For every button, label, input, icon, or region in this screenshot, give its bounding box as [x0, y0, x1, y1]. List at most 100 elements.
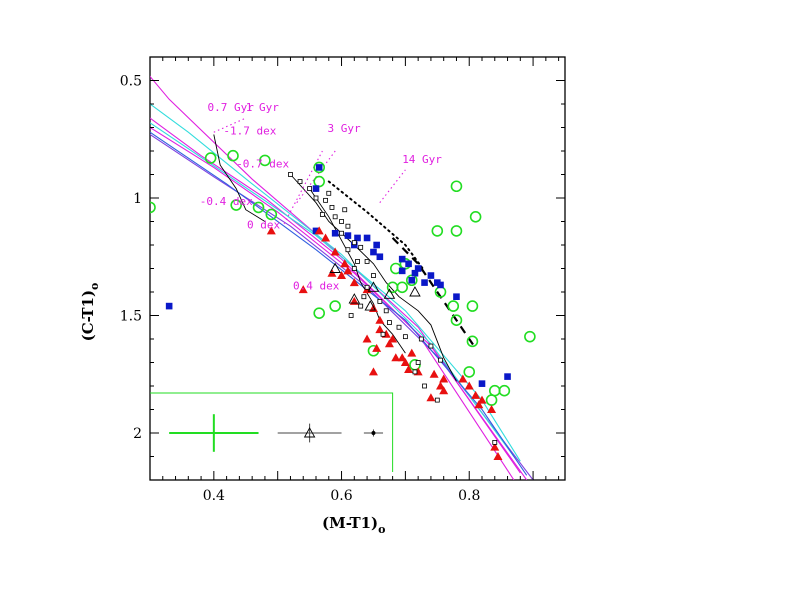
red-triangle-point — [471, 390, 481, 399]
black-square-point — [415, 360, 421, 365]
black-square-point — [358, 244, 364, 250]
red-triangle-point — [384, 339, 394, 348]
black-square-point — [434, 397, 440, 403]
red-triangle-point — [487, 405, 497, 413]
annotation-label: -0.7 dex — [236, 157, 289, 170]
black-triangle-point — [329, 262, 341, 273]
red-triangle-point — [404, 365, 414, 374]
black-square-point — [342, 207, 348, 213]
black-square-point — [438, 357, 443, 363]
red-triangle-point — [458, 374, 468, 383]
annotation-label: 0 dex — [247, 219, 280, 232]
black-square-point — [348, 313, 354, 318]
y-tick-label: 1 — [133, 191, 142, 207]
green-circle-point — [396, 281, 408, 294]
red-triangle-point — [429, 369, 439, 378]
plot-frame — [149, 56, 566, 481]
blue-square-point — [408, 276, 416, 284]
black-square-point — [387, 320, 392, 325]
black-square-point — [319, 212, 325, 217]
blue-square-point — [453, 293, 460, 300]
blue-square-point — [405, 260, 412, 268]
red-triangle-point — [375, 325, 385, 334]
blue-square-point — [363, 234, 371, 242]
isochrone-line — [150, 127, 528, 480]
error-bars-panel — [150, 392, 394, 472]
black-square-point — [307, 186, 313, 192]
green-circle-point — [466, 300, 479, 312]
red-triangle-point — [426, 393, 436, 402]
black-square-point — [355, 259, 360, 264]
blue-square-point — [312, 227, 320, 235]
blue-square-point — [437, 281, 444, 289]
data-points — [150, 149, 536, 460]
black-triangle-point — [383, 288, 396, 299]
x-tick-label: 0.8 — [458, 488, 480, 504]
annotation-label: 0.4 dex — [293, 280, 340, 293]
annotation-label: 1 Gyr — [246, 101, 279, 114]
green-circle-point — [450, 225, 463, 237]
red-triangle-point — [375, 315, 385, 324]
x-tick-label: 0.6 — [330, 488, 352, 504]
red-triangle-point — [349, 278, 359, 287]
y-tick-label: 1.5 — [120, 309, 142, 325]
red-triangle-point — [400, 358, 410, 366]
y-tick-label: 2 — [133, 426, 142, 442]
black-square-point — [288, 172, 293, 177]
black-square-point — [329, 204, 335, 210]
blue-square-point — [354, 234, 361, 242]
blue-square-point — [370, 248, 377, 256]
red-triangle-point — [362, 334, 372, 343]
black-square-point — [323, 197, 328, 203]
red-triangle-point — [388, 334, 398, 343]
black-square-point — [339, 230, 344, 236]
red-triangle-point — [464, 381, 474, 390]
green-circle-point — [230, 199, 242, 211]
black-square-point — [412, 369, 418, 375]
red-triangle-point — [340, 259, 350, 268]
green-circle-point — [329, 300, 341, 312]
green-circle-point — [150, 201, 156, 214]
annotation-leader — [379, 169, 406, 204]
black-square-point — [326, 190, 332, 196]
y-axis-title-sub: o — [88, 283, 101, 290]
blue-square-point — [414, 265, 422, 272]
black-square-point — [358, 303, 364, 309]
green-circle-point — [313, 161, 325, 174]
y-tick-label: 0.5 — [120, 74, 142, 90]
black-square-point — [345, 223, 351, 229]
red-triangle-point — [436, 381, 445, 390]
black-square-point — [380, 331, 386, 337]
red-triangle-point — [337, 271, 347, 280]
black-square-point — [492, 439, 498, 445]
green-circle-point — [259, 154, 271, 167]
black-square-point — [339, 219, 344, 224]
model-line-dashed — [391, 237, 477, 350]
annotation-label: -1.7 dex — [223, 125, 276, 138]
black-square-point — [364, 259, 370, 264]
isochrone-line — [150, 117, 515, 480]
isochrone-line — [150, 122, 521, 462]
green-circle-point — [488, 384, 501, 397]
blue-square-point — [315, 164, 323, 171]
red-triangle-point — [372, 343, 382, 352]
black-square-point — [297, 179, 303, 184]
y-axis-title-main: (C-T1) — [79, 290, 97, 341]
green-circle-point — [466, 335, 479, 348]
isochrone-line — [150, 134, 534, 480]
axis-ticks: 0.4 0.6 0.8 0.5 1 1.5 2 — [120, 56, 565, 504]
black-square-point — [402, 334, 408, 340]
black-triangle-point — [409, 286, 421, 297]
black-square-point — [383, 308, 389, 314]
red-triangle-point — [490, 442, 500, 451]
green-circle-point — [265, 208, 278, 221]
red-triangle-point — [368, 303, 378, 312]
annotation-label: 0.7 Gyr — [207, 101, 254, 114]
isochrone-line — [150, 103, 515, 457]
green-circle-point — [227, 149, 239, 162]
red-triangle-point — [407, 348, 417, 357]
black-triangle-point — [348, 293, 361, 304]
red-triangle-point — [368, 367, 378, 376]
